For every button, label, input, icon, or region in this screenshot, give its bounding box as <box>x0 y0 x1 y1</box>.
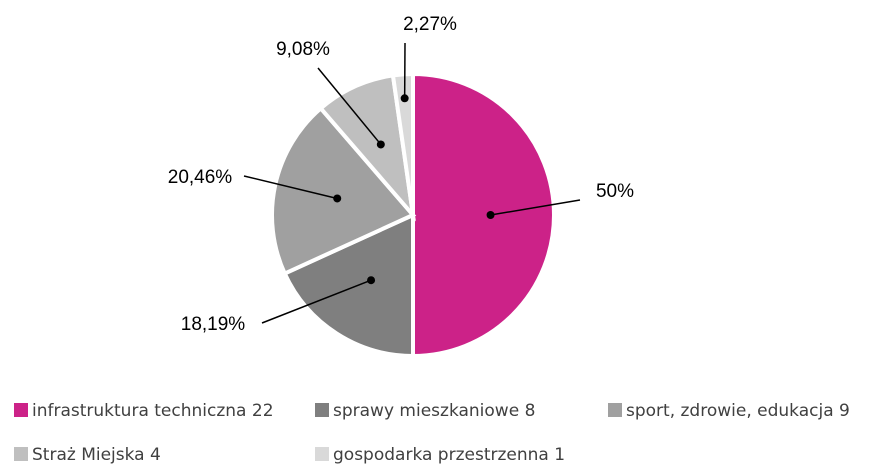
data-label: 50% <box>596 181 634 202</box>
leader-dot <box>376 140 385 149</box>
leader-line <box>243 175 338 200</box>
legend-swatch <box>608 403 622 417</box>
legend-label: gospodarka przestrzenna 1 <box>333 445 565 464</box>
leader-line <box>261 279 372 324</box>
legend-swatch <box>315 447 329 461</box>
data-label: 20,46% <box>168 167 233 188</box>
legend-label: sport, zdrowie, edukacja 9 <box>626 401 850 421</box>
pie-slice <box>411 71 556 359</box>
legend-swatch <box>315 403 329 417</box>
legend-swatch <box>14 447 28 461</box>
leader-line <box>490 199 581 216</box>
data-label: 2,27% <box>403 14 457 35</box>
data-label: 18,19% <box>181 314 246 335</box>
pie-slice <box>282 211 415 359</box>
pie-slice <box>390 71 415 216</box>
leader-dot <box>367 276 376 285</box>
leader-line <box>317 67 382 145</box>
legend-label: sprawy mieszkaniowe 8 <box>333 401 535 421</box>
legend-swatch <box>14 403 28 417</box>
leader-dot <box>333 194 342 203</box>
legend-label: infrastruktura techniczna 22 <box>32 401 274 421</box>
pie-slice <box>270 105 417 277</box>
data-label: 9,08% <box>276 39 330 60</box>
legend-label: Straż Miejska 4 <box>32 445 161 464</box>
leader-dot <box>486 211 495 219</box>
leader-dot <box>400 94 409 103</box>
